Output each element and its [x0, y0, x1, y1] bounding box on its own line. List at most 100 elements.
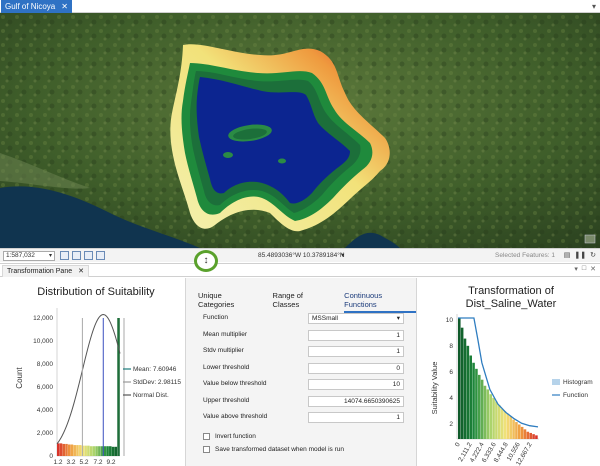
histogram-bar [106, 446, 109, 456]
status-right-controls: ▤ ❚❚ ↻ [564, 251, 596, 259]
chevron-down-icon[interactable]: ▾ [591, 2, 596, 11]
transformation-function-line [458, 317, 539, 428]
snapping-icon[interactable] [72, 251, 81, 260]
histogram-bar [87, 445, 90, 456]
transformation-pane-tab[interactable]: Transformation Pane ✕ [2, 265, 89, 277]
distribution-chart[interactable]: Distribution of Suitability Count 12,000… [0, 278, 185, 466]
maximize-icon[interactable]: □ [581, 265, 587, 272]
stdv-multiplier-input[interactable]: 1 [308, 346, 404, 357]
histogram-bar [506, 413, 510, 439]
panel-divider [185, 278, 186, 466]
y-tick-label: 0 [49, 453, 53, 460]
legend-function: Function [563, 392, 588, 399]
x-tick-label: 9.2 [106, 459, 115, 466]
transformation-settings-panel: Unique Categories Range of Classes Conti… [186, 278, 416, 466]
pane-tab-title: Transformation Pane [7, 268, 73, 275]
lower-threshold-input[interactable]: 0 [308, 363, 404, 374]
invert-function-row[interactable]: Invert function [203, 433, 256, 440]
histogram-bar [89, 446, 93, 456]
y-tick-label: 8 [449, 343, 453, 350]
coastal-plain [0, 153, 90, 189]
map-tab-title: Gulf of Nicoya [5, 2, 56, 11]
island-small-2 [278, 158, 286, 164]
grid-icon[interactable] [60, 251, 69, 260]
value-below-input[interactable]: 10 [308, 379, 404, 390]
upper-threshold-label: Upper threshold [203, 397, 250, 404]
transformation-title-line2: Dist_Saline_Water [466, 298, 557, 310]
param-row-value-below: Value below threshold 10 [203, 379, 404, 390]
distribution-lines [56, 314, 125, 456]
histogram-bar [489, 394, 492, 439]
rotation-icon[interactable] [96, 251, 105, 260]
mean-multiplier-input[interactable]: 1 [308, 330, 404, 341]
mean-multiplier-label: Mean multiplier [203, 331, 248, 338]
chevron-down-icon[interactable]: ▾ [341, 252, 345, 259]
param-row-function: Function MSSmall [203, 313, 404, 324]
distribution-bars [57, 318, 120, 456]
transformation-chart[interactable]: Transformation of Dist_Saline_Water Suit… [417, 278, 600, 466]
value-above-input[interactable]: 1 [308, 412, 404, 423]
distribution-ylabel: Count [15, 367, 24, 389]
lower-threshold-label: Lower threshold [203, 364, 250, 371]
save-dataset-checkbox[interactable] [203, 446, 210, 453]
histogram-bar [515, 422, 518, 439]
refresh-icon[interactable]: ↻ [590, 252, 596, 259]
status-tools [60, 251, 105, 260]
histogram-bar [458, 318, 461, 439]
y-tick-label: 6,000 [37, 384, 54, 391]
basemap-icon[interactable] [584, 234, 596, 244]
histogram-bar [76, 445, 79, 456]
pause-icon[interactable]: ❚❚ [574, 252, 587, 259]
distribution-y-ticks: 12,000 10,000 8,000 6,000 4,000 2,000 0 [33, 315, 53, 460]
tab-continuous-functions[interactable]: Continuous Functions [344, 291, 416, 313]
pane-tab-bar: Transformation Pane ✕ ▾ □ ✕ [0, 263, 600, 277]
invert-function-label: Invert function [215, 433, 256, 440]
close-icon[interactable]: ✕ [61, 2, 68, 11]
histogram-bar [81, 445, 85, 456]
save-dataset-row[interactable]: Save transformed dataset when model is r… [203, 446, 344, 453]
histogram-bar [469, 355, 472, 439]
histogram-bar [67, 444, 71, 456]
pane-resize-handle[interactable]: ↕ [194, 250, 218, 272]
map-view[interactable] [0, 13, 600, 248]
histogram-bar [503, 411, 507, 439]
value-below-label: Value below threshold [203, 380, 267, 387]
map-canvas[interactable] [0, 13, 600, 248]
y-tick-label: 6 [449, 369, 453, 376]
island-large-core [233, 128, 267, 140]
close-icon[interactable]: ✕ [590, 266, 596, 273]
scale-selector[interactable]: 1:587,032 [3, 251, 55, 261]
table-icon[interactable]: ▤ [563, 252, 571, 259]
transformation-tabs: Unique Categories Range of Classes Conti… [198, 291, 416, 313]
ocean-south [345, 232, 400, 248]
invert-function-checkbox[interactable] [203, 433, 210, 440]
transformation-chart-panel: Transformation of Dist_Saline_Water Suit… [417, 278, 600, 466]
histogram-bar [475, 368, 478, 439]
map-tab-bar: Gulf of Nicoya ✕ ▾ [0, 0, 600, 13]
close-icon[interactable]: ✕ [78, 268, 84, 275]
histogram-bar [518, 424, 521, 439]
histogram-bar [73, 445, 76, 456]
x-tick-label: 1.2 [53, 459, 62, 466]
legend-stddev: StdDev: 2.98115 [133, 379, 181, 386]
tab-unique-categories[interactable]: Unique Categories [198, 291, 235, 309]
panel-divider [416, 278, 417, 466]
histogram-bar [529, 432, 532, 439]
histogram-bar [495, 401, 498, 439]
chevron-down-icon[interactable]: ▾ [574, 266, 578, 273]
function-select[interactable]: MSSmall [308, 313, 404, 324]
upper-threshold-input[interactable]: 14074.6650390625 [308, 396, 404, 407]
constraints-icon[interactable] [84, 251, 93, 260]
tab-range-of-classes[interactable]: Range of Classes [272, 291, 303, 309]
transformation-histogram-bars [458, 318, 538, 439]
histogram-bar [117, 318, 120, 456]
histogram-bar [98, 446, 101, 456]
selected-features-count: Selected Features: 1 [495, 252, 555, 259]
param-row-stdv-multiplier: Stdv multiplier 1 [203, 346, 404, 357]
legend-normal: Normal Dist. [133, 392, 169, 399]
histogram-bar [57, 443, 60, 456]
histogram-bar [114, 446, 118, 456]
map-tab[interactable]: Gulf of Nicoya ✕ [1, 0, 72, 13]
stdv-multiplier-label: Stdv multiplier [203, 347, 244, 354]
